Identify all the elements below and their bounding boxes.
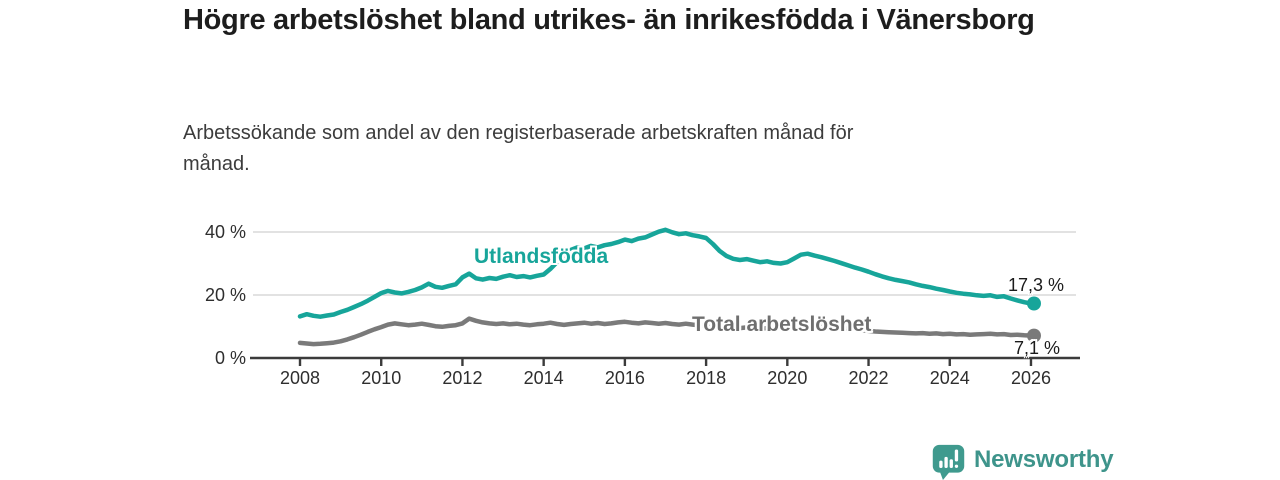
x-tick-label: 2014 xyxy=(523,368,564,388)
gridlines xyxy=(253,231,1076,296)
data-lines xyxy=(297,227,1034,347)
x-tick-label: 2018 xyxy=(686,368,727,388)
x-axis xyxy=(250,356,1080,366)
x-tick-label: 2022 xyxy=(848,368,889,388)
x-tick-label: 2024 xyxy=(929,368,970,388)
x-tick-label: 2010 xyxy=(361,368,402,388)
y-tick-label: 40 % xyxy=(204,222,246,242)
chart-title: Högre arbetslöshet bland utrikes- än inr… xyxy=(183,4,1035,36)
y-tick-label: 0 % xyxy=(214,348,246,368)
x-tick-label: 2026 xyxy=(1010,368,1051,388)
series-label-utlandsfodda: Utlandsfödda xyxy=(474,245,609,268)
x-tick-label: 2008 xyxy=(279,368,321,388)
newsworthy-logo: Newsworthy xyxy=(930,443,1114,480)
chart-subtitle: Arbetssökande som andel av den registerb… xyxy=(183,122,854,175)
newsworthy-bar-chart-marker-icon xyxy=(932,444,965,480)
end-value-utlandsfodda: 17,3 % xyxy=(1008,275,1065,295)
series-label-total-arbetsloshet: Total arbetslöshet xyxy=(692,313,872,336)
x-tick-label: 2012 xyxy=(442,368,483,388)
end-value-total: 7,1 % xyxy=(1014,338,1061,358)
end-point-dots xyxy=(1026,296,1041,343)
newsworthy-logo-text: Newsworthy xyxy=(974,445,1114,473)
x-tick-label: 2020 xyxy=(767,368,808,388)
y-tick-label: 20 % xyxy=(204,285,246,305)
x-tick-label: 2016 xyxy=(604,368,645,388)
